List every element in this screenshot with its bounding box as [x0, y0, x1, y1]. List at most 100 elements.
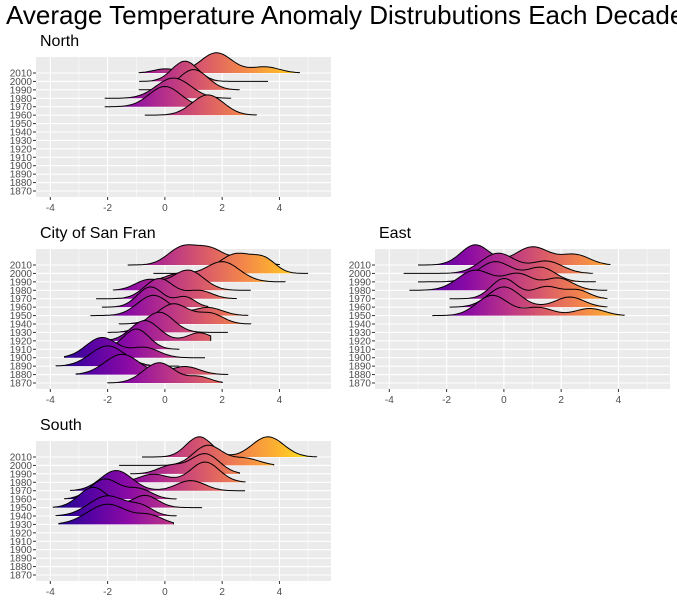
y-tick-label-1900: 1900 [349, 353, 372, 364]
y-tick-label-1930: 1930 [349, 328, 372, 339]
ridge-outline-1990 [141, 261, 286, 283]
y-tick-label-1940: 1940 [10, 320, 33, 331]
ridge-outline-1920 [101, 320, 212, 342]
y-tick-label-1870: 1870 [10, 187, 33, 198]
x-tick-label: 2 [558, 395, 564, 406]
ridge-outline-2010 [142, 436, 318, 458]
x-tick-label: -2 [103, 203, 112, 214]
y-tick-label-1940: 1940 [10, 512, 33, 523]
x-tick-label: 4 [277, 395, 283, 406]
y-tick-label-1990: 1990 [349, 277, 372, 288]
panel-north: 1870188018901900191019201930194019501960… [10, 52, 331, 214]
y-tick-label-2010: 2010 [10, 261, 33, 272]
ridge-outline-1870 [107, 362, 223, 384]
ridge-outline-1960 [449, 286, 608, 308]
ridge-fill-1990 [418, 261, 596, 282]
y-tick-label-1890: 1890 [10, 554, 33, 565]
y-tick-label-1990: 1990 [10, 85, 33, 96]
ridge-outline-2010 [138, 52, 300, 74]
y-tick-label-1900: 1900 [10, 545, 33, 556]
y-tick-label-1930: 1930 [10, 136, 33, 147]
y-tick-label-1950: 1950 [10, 503, 33, 514]
y-tick-label-1980: 1980 [349, 286, 372, 297]
ridge-outline-1980 [409, 269, 608, 291]
x-tick-label: -4 [46, 203, 55, 214]
ridge-outline-1960 [101, 286, 209, 308]
ridge-outline-1990 [130, 453, 240, 475]
y-tick-label-1930: 1930 [10, 328, 33, 339]
y-tick-label-1920: 1920 [10, 144, 33, 155]
ridge-fill-1970 [96, 278, 237, 299]
y-tick-label-2000: 2000 [10, 77, 33, 88]
ridge-fill-2010 [139, 52, 300, 73]
x-tick-label: -4 [385, 395, 394, 406]
panel-san-fran: 1870188018901900191019201930194019501960… [10, 244, 331, 406]
y-tick-label-2000: 2000 [349, 269, 372, 280]
x-tick-label: 0 [162, 203, 168, 214]
x-tick-label: 4 [277, 587, 283, 598]
y-tick-label-1980: 1980 [10, 286, 33, 297]
y-tick-label-1970: 1970 [10, 294, 33, 305]
x-tick-label: -4 [46, 395, 55, 406]
y-tick-label-1880: 1880 [10, 178, 33, 189]
y-tick-label-1950: 1950 [10, 119, 33, 130]
panel-east: 1870188018901900191019201930194019501960… [349, 244, 670, 406]
ridge-outline-1950 [432, 294, 625, 317]
y-tick-label-1950: 1950 [349, 311, 372, 322]
y-tick-label-1880: 1880 [349, 370, 372, 381]
y-tick-label-1900: 1900 [10, 161, 33, 172]
ridge-outline-1980 [127, 461, 246, 483]
y-tick-label-1970: 1970 [349, 294, 372, 305]
x-tick-label: 0 [162, 395, 168, 406]
panel-title-east: East [379, 225, 412, 242]
ridge-outline-2000 [403, 252, 594, 274]
x-tick-label: -2 [442, 395, 451, 406]
y-tick-label-1940: 1940 [349, 320, 372, 331]
y-tick-label-1900: 1900 [10, 353, 33, 364]
y-tick-label-1990: 1990 [10, 469, 33, 480]
ridge-outline-1940 [55, 495, 177, 517]
y-tick-label-1920: 1920 [10, 336, 33, 347]
y-tick-label-1880: 1880 [10, 370, 33, 381]
y-tick-label-1950: 1950 [10, 311, 33, 322]
ridge-outline-1970 [69, 469, 246, 492]
x-tick-label: 4 [277, 203, 283, 214]
y-tick-label-1890: 1890 [10, 362, 33, 373]
ridge-outline-1980 [112, 269, 251, 291]
x-tick-label: 4 [616, 395, 622, 406]
x-tick-label: -4 [46, 587, 55, 598]
y-tick-label-1960: 1960 [10, 111, 33, 122]
ridge-fill-2010 [142, 436, 317, 457]
y-tick-label-2010: 2010 [10, 453, 33, 464]
ridge-outline-1990 [418, 261, 596, 283]
y-tick-label-1910: 1910 [10, 153, 33, 164]
panel-title-north: North [40, 33, 80, 50]
ridge-outline-1970 [449, 277, 608, 300]
ridge-fill-1930 [58, 504, 174, 525]
ridge-fill-2000 [139, 61, 268, 82]
y-tick-label-1940: 1940 [10, 128, 33, 139]
y-tick-label-1870: 1870 [349, 379, 372, 390]
y-tick-label-2000: 2000 [10, 461, 33, 472]
ridge-fill-1990 [139, 69, 240, 90]
ridge-fill-1960 [144, 94, 257, 116]
ridge-outline-1900 [64, 337, 205, 359]
ridge-fill-2000 [119, 445, 274, 466]
ridge-outline-2000 [119, 444, 275, 466]
y-tick-label-1910: 1910 [10, 345, 33, 356]
y-tick-label-1880: 1880 [10, 562, 33, 573]
x-tick-label: 0 [501, 395, 507, 406]
ridge-fill-1910 [84, 329, 180, 350]
x-tick-label: 2 [219, 395, 225, 406]
y-tick-label-1920: 1920 [10, 528, 33, 539]
ridge-outline-2010 [418, 244, 611, 266]
ridge-fill-1970 [104, 86, 217, 107]
ridge-fill-1880 [76, 354, 228, 375]
y-tick-label-1890: 1890 [10, 170, 33, 181]
y-tick-label-2010: 2010 [349, 261, 372, 272]
y-tick-label-1970: 1970 [10, 102, 33, 113]
y-tick-label-1980: 1980 [10, 478, 33, 489]
x-tick-label: -2 [103, 395, 112, 406]
